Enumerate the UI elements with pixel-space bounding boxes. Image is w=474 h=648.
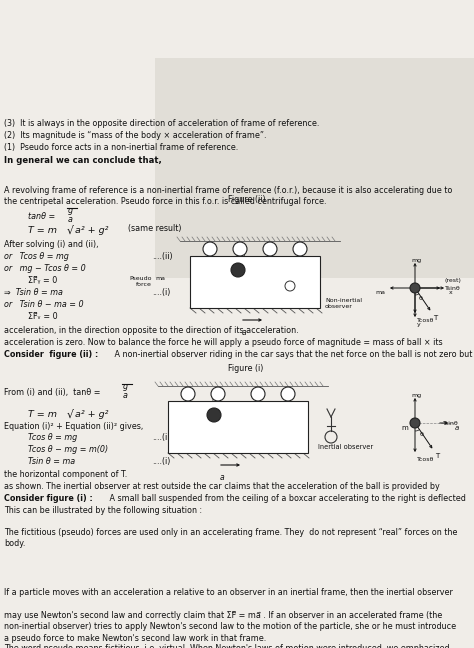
- Text: Consider figure (i) :: Consider figure (i) :: [4, 494, 93, 503]
- Text: A small ball suspended from the ceiling of a boxcar accelerating to the right is: A small ball suspended from the ceiling …: [107, 494, 466, 503]
- Text: (1)  Pseudo force acts in a non-inertial frame of reference.: (1) Pseudo force acts in a non-inertial …: [4, 143, 238, 152]
- Circle shape: [251, 387, 265, 401]
- Text: ⇒  Tsin θ = ma: ⇒ Tsin θ = ma: [4, 288, 63, 297]
- Text: a: a: [220, 473, 225, 482]
- Text: Figure (ii): Figure (ii): [228, 195, 265, 204]
- Text: (same result): (same result): [128, 224, 182, 233]
- Text: a: a: [242, 328, 246, 337]
- Text: This can be illustrated by the following situation :: This can be illustrated by the following…: [4, 506, 202, 515]
- Text: acceleration is zero. Now to balance the force he will apply a pseudo force of m: acceleration is zero. Now to balance the…: [4, 338, 443, 347]
- Bar: [168, 401, 308, 453]
- Circle shape: [211, 387, 225, 401]
- Text: m: m: [401, 425, 408, 431]
- Text: the horizontal component of T.: the horizontal component of T.: [4, 470, 127, 479]
- Text: θ: θ: [230, 300, 234, 305]
- Bar: [190, 256, 320, 308]
- Text: Inertial observer: Inertial observer: [318, 444, 373, 450]
- Text: ....(i): ....(i): [152, 457, 170, 466]
- Text: a: a: [68, 215, 73, 224]
- Circle shape: [263, 242, 277, 256]
- Text: Tsinθ: Tsinθ: [443, 421, 459, 426]
- Circle shape: [181, 387, 195, 401]
- Text: ma: ma: [155, 276, 165, 281]
- Text: ....(ii): ....(ii): [152, 433, 173, 442]
- Text: (3)  It is always in the opposite direction of acceleration of frame of referenc: (3) It is always in the opposite directi…: [4, 119, 319, 128]
- Text: ma: ma: [375, 290, 385, 295]
- Text: ΣF⃗ᵧ = 0: ΣF⃗ᵧ = 0: [28, 276, 57, 285]
- Text: ....(i): ....(i): [152, 288, 170, 297]
- Circle shape: [410, 283, 420, 293]
- Text: If a particle moves with an acceleration a relative to an observer in an inertia: If a particle moves with an acceleration…: [4, 588, 456, 643]
- Text: (2)  Its magnitude is “mass of the body × acceleration of frame”.: (2) Its magnitude is “mass of the body ×…: [4, 131, 266, 140]
- Text: Tcos θ = mg: Tcos θ = mg: [28, 433, 77, 442]
- Text: Pseudo
force: Pseudo force: [129, 276, 152, 287]
- Text: Tcos θ − mg = m(0): Tcos θ − mg = m(0): [28, 445, 108, 454]
- Text: (rest): (rest): [445, 278, 462, 283]
- Text: or   Tcos θ = mg: or Tcos θ = mg: [4, 252, 69, 261]
- Text: θ: θ: [420, 432, 424, 437]
- Text: The word pseudo means fictitious, i.e. virtual. When Newton's laws of motion wer: The word pseudo means fictitious, i.e. v…: [4, 644, 454, 648]
- Text: g: g: [123, 382, 128, 391]
- Text: a: a: [455, 425, 459, 431]
- Text: T: T: [194, 439, 198, 445]
- Circle shape: [233, 242, 247, 256]
- Circle shape: [293, 242, 307, 256]
- Text: or   mg − Tcos θ = 0: or mg − Tcos θ = 0: [4, 264, 86, 273]
- Text: Tcosθ: Tcosθ: [417, 318, 434, 323]
- Text: ΣF⃗ᵥ = 0: ΣF⃗ᵥ = 0: [28, 312, 58, 321]
- Text: acceleration, in the direction opposite to the direction of its acceleration.: acceleration, in the direction opposite …: [4, 326, 299, 335]
- Text: a² + g²: a² + g²: [75, 410, 109, 419]
- Bar: [155, 58, 474, 278]
- Text: a² + g²: a² + g²: [75, 226, 109, 235]
- Text: Tsin θ = ma: Tsin θ = ma: [28, 457, 75, 466]
- Circle shape: [203, 242, 217, 256]
- Text: T = m: T = m: [28, 226, 57, 235]
- Text: y: y: [417, 322, 421, 327]
- Text: T: T: [435, 453, 439, 459]
- Text: mg: mg: [411, 393, 421, 398]
- Text: Consider  figure (ii) :: Consider figure (ii) :: [4, 350, 98, 359]
- Text: or   Tsin θ − ma = 0: or Tsin θ − ma = 0: [4, 300, 83, 309]
- Text: g: g: [68, 206, 73, 215]
- Text: as shown. The inertial observer at rest outside the car claims that the accelera: as shown. The inertial observer at rest …: [4, 482, 440, 491]
- Text: The fictitious (pseudo) forces are used only in an accelerating frame. They  do : The fictitious (pseudo) forces are used …: [4, 528, 457, 548]
- Text: T: T: [433, 315, 437, 321]
- Text: A revolving frame of reference is a non-inertial frame of reference (f.o.r.), be: A revolving frame of reference is a non-…: [4, 186, 452, 207]
- Text: Non-inertial
observer: Non-inertial observer: [325, 298, 362, 309]
- Text: Tsinθ: Tsinθ: [445, 286, 461, 291]
- Circle shape: [207, 408, 221, 422]
- Text: In general we can conclude that,: In general we can conclude that,: [4, 156, 162, 165]
- Text: Tcosθ: Tcosθ: [417, 457, 434, 462]
- Circle shape: [281, 387, 295, 401]
- Text: Figure (i): Figure (i): [228, 364, 264, 373]
- Text: mg: mg: [411, 258, 421, 263]
- Text: T: T: [218, 294, 222, 300]
- Circle shape: [410, 418, 420, 428]
- Text: √: √: [67, 410, 74, 420]
- Text: x: x: [449, 290, 453, 295]
- Text: mg: mg: [235, 253, 245, 258]
- Circle shape: [231, 263, 245, 277]
- Text: θ: θ: [419, 296, 423, 301]
- Text: mg: mg: [211, 398, 221, 403]
- Text: √: √: [67, 226, 74, 236]
- Text: tanθ =: tanθ =: [28, 212, 58, 221]
- Text: From (i) and (ii),  tanθ =: From (i) and (ii), tanθ =: [4, 388, 103, 397]
- Text: A non-inertial observer riding in the car says that the net force on the ball is: A non-inertial observer riding in the ca…: [112, 350, 473, 359]
- Text: T = m: T = m: [28, 410, 57, 419]
- Text: Equation (i)² + Equation (ii)² gives,: Equation (i)² + Equation (ii)² gives,: [4, 422, 143, 431]
- Text: ....(ii): ....(ii): [152, 252, 173, 261]
- Text: After solving (i) and (ii),: After solving (i) and (ii),: [4, 240, 99, 249]
- Text: a: a: [123, 391, 128, 400]
